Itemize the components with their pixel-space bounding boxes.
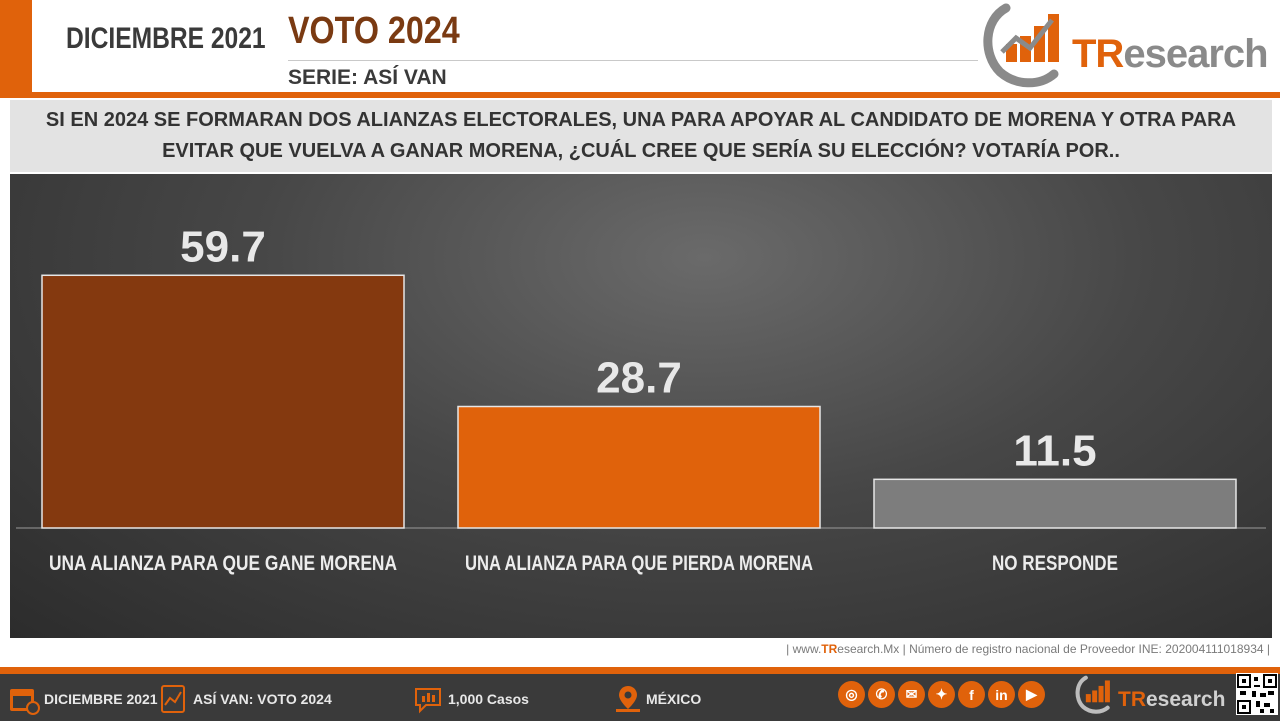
mail-icon[interactable]: ✉	[898, 681, 925, 708]
footer-orange-rule	[0, 667, 1280, 674]
footer-logo-mark-icon	[1075, 675, 1110, 714]
data-label: 59.7	[180, 222, 266, 271]
category-label: UNA ALIANZA PARA QUE PIERDA MORENA	[465, 552, 813, 575]
data-label: 28.7	[596, 354, 682, 403]
source-line: | www.TResearch.Mx | Número de registro …	[786, 642, 1270, 656]
qr-code	[1236, 673, 1278, 715]
bar-chart: 59.7 UNA ALIANZA PARA QUE GANE MORENA 28.7…	[10, 174, 1272, 638]
facebook-icon[interactable]: f	[958, 681, 985, 708]
page-title: VOTO 2024	[288, 10, 460, 52]
social-links: ◎ ✆ ✉ ✦ f in ▶	[838, 681, 1045, 708]
header-divider	[288, 60, 978, 61]
header-serie: SERIE: ASÍ VAN	[288, 66, 447, 89]
youtube-icon[interactable]: ▶	[1018, 681, 1045, 708]
footer-casos: 1,000 Casos	[448, 691, 529, 707]
footer-bar: DICIEMBRE 2021 ASÍ VAN: VOTO 2024 1,000 …	[0, 667, 1280, 721]
category-label: NO RESPONDE	[992, 552, 1118, 575]
chart-icon	[161, 685, 185, 713]
question-box: SI EN 2024 SE FORMARAN DOS ALIANZAS ELEC…	[10, 100, 1272, 172]
footer-serie: ASÍ VAN: VOTO 2024	[193, 691, 332, 707]
footer-pais: MÉXICO	[646, 691, 702, 707]
tresearch-logo: TResearch	[978, 2, 1278, 90]
bar	[457, 405, 821, 529]
footer-date: DICIEMBRE 2021	[44, 691, 158, 707]
data-label: 11.5	[1013, 426, 1096, 475]
globe-icon[interactable]: ◎	[838, 681, 865, 708]
bar	[873, 478, 1237, 529]
header-orange-rule	[0, 92, 1280, 98]
twitter-icon[interactable]: ✦	[928, 681, 955, 708]
question-text: SI EN 2024 SE FORMARAN DOS ALIANZAS ELEC…	[45, 109, 1237, 162]
phone-icon[interactable]: ✆	[868, 681, 895, 708]
footer-logo-text: TResearch	[1118, 688, 1226, 711]
tresearch-logo-mark-icon	[983, 3, 1059, 88]
tresearch-logo-text: TResearch	[1072, 32, 1269, 76]
linkedin-icon[interactable]: in	[988, 681, 1015, 708]
bar	[41, 274, 405, 529]
header-accent-bar	[0, 0, 32, 96]
map-pin-icon	[616, 686, 640, 712]
category-label: UNA ALIANZA PARA QUE GANE MORENA	[49, 552, 397, 575]
chat-icon	[415, 688, 441, 714]
header-date: DICIEMBRE 2021	[66, 22, 266, 55]
bar-chart-svg: 59.7 UNA ALIANZA PARA QUE GANE MORENA 28.7…	[16, 222, 1266, 575]
calendar-icon	[10, 689, 40, 715]
